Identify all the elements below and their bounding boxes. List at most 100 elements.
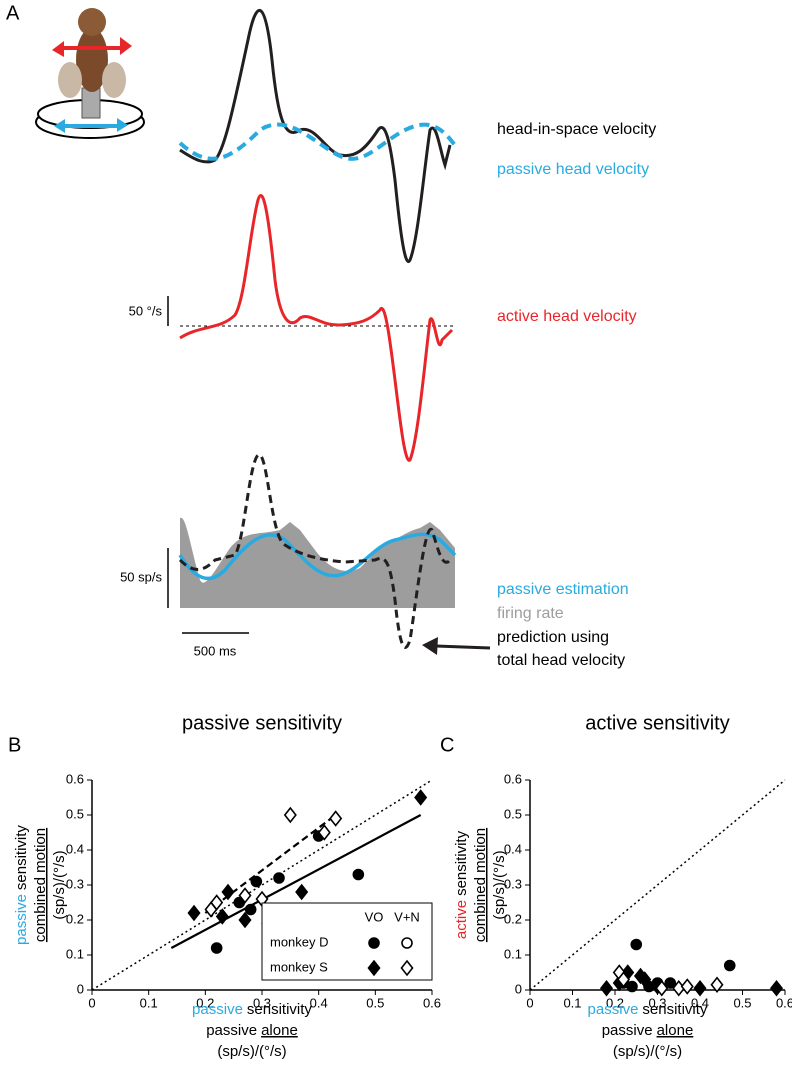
axis-label-part: sensitivity [247, 1001, 313, 1018]
trace-label: passive estimation [497, 581, 629, 598]
point [630, 938, 643, 951]
point [414, 789, 428, 806]
point [401, 937, 413, 949]
axis-label-part: sensitivity [453, 830, 470, 896]
point [329, 810, 343, 827]
point [616, 971, 631, 988]
axis-label-part: passive [206, 1022, 257, 1039]
axis-label: passive alone [602, 1022, 694, 1039]
legend-header: V+N [394, 909, 420, 924]
axis-label: (sp/s)/(°/s) [613, 1043, 682, 1060]
chart-title: passive sensitivity [182, 712, 342, 734]
x-tick-label: 0.4 [310, 995, 328, 1010]
y-tick-label: 0.2 [66, 911, 84, 926]
point [215, 908, 229, 925]
axis-label-part: (sp/s)/(°/s) [217, 1043, 286, 1060]
point [710, 976, 724, 994]
point [655, 979, 669, 997]
axis-label: passivesensitivity [13, 825, 30, 945]
axis-label-part: combined motion [472, 828, 489, 942]
panel-label: B [8, 734, 21, 756]
y-tick-label: 0.4 [504, 841, 522, 856]
point [352, 868, 365, 881]
legend-header: VO [365, 909, 384, 924]
x-tick-label: 0.1 [563, 995, 581, 1010]
point [295, 883, 309, 901]
axis-label: active sensitivity [453, 830, 470, 939]
axis-label-part: sensitivity [642, 1001, 708, 1018]
y-tick-label: 0.3 [504, 876, 522, 891]
prediction-trace [178, 453, 452, 649]
x-tick-label: 0.5 [733, 995, 751, 1010]
point [238, 887, 252, 904]
chart-title: active sensitivity [585, 712, 730, 734]
point [221, 883, 235, 901]
legend-row-label: monkey S [270, 959, 328, 974]
point [210, 894, 224, 911]
axis-label-part: alone [261, 1022, 298, 1039]
point [210, 942, 223, 954]
x-tick-label: 0.2 [196, 995, 214, 1010]
passive-estimation-trace [178, 532, 457, 581]
y-tick-label: 0 [515, 981, 522, 996]
x-tick-label: 0.1 [140, 995, 158, 1010]
scale-label: 50 °/s [129, 303, 163, 318]
identity-line [529, 779, 786, 991]
y-tick-label: 0.6 [504, 771, 522, 786]
point [626, 980, 638, 993]
arrow [435, 644, 491, 650]
active-head-trace [179, 194, 454, 462]
scale-label: 500 ms [194, 643, 237, 658]
y-tick-label: 0.4 [66, 841, 84, 856]
axis-label-part: active [453, 900, 470, 939]
y-tick-label: 0.5 [66, 806, 84, 821]
point [723, 959, 736, 972]
point [250, 875, 263, 888]
point [400, 959, 414, 977]
trace-label: firing rate [497, 605, 564, 622]
head-in-space-trace [179, 8, 452, 264]
x-tick-label: 0.3 [648, 995, 666, 1010]
x-tick-label: 0 [526, 995, 533, 1010]
axis-label-part: (sp/s)/(°/s) [613, 1043, 682, 1060]
point [680, 978, 694, 995]
axis-label-part: passive [192, 1001, 243, 1018]
axis-label: (sp/s)/(°/s) [51, 850, 68, 919]
point [367, 959, 381, 977]
x-tick-label: 0.2 [606, 995, 624, 1010]
axis-label-part: combined motion [32, 828, 49, 942]
passive-head-trace [178, 122, 457, 161]
trace-label: passive head velocity [497, 161, 649, 178]
x-tick-label: 0.3 [253, 995, 271, 1010]
panel-label: C [440, 734, 454, 756]
scale-label: 50 sp/s [120, 569, 162, 584]
x-tick-label: 0.5 [366, 995, 384, 1010]
point [693, 979, 707, 997]
axis-label: combined motion [32, 828, 49, 942]
y-tick-label: 0.2 [504, 911, 522, 926]
axis-label-part: passive [13, 894, 30, 945]
axis-label: passive alone [206, 1022, 298, 1039]
arrow-head [422, 637, 438, 655]
y-tick-label: 0.6 [66, 771, 84, 786]
y-tick-label: 0 [77, 981, 84, 996]
point [244, 903, 257, 916]
x-tick-label: 0 [88, 995, 95, 1010]
point [599, 979, 614, 997]
fit-line [204, 814, 337, 914]
axis-label-part: passive [602, 1022, 653, 1039]
identity-line [91, 779, 433, 991]
axis-label-part: passive [588, 1001, 639, 1018]
trace-label: active head velocity [497, 308, 637, 325]
trace-label: prediction using [497, 629, 609, 646]
rotation-icon [35, 8, 145, 139]
point [769, 979, 784, 997]
point [664, 977, 677, 989]
axis-label-part: (sp/s)/(°/s) [491, 850, 508, 919]
legend-row-label: monkey D [270, 934, 329, 949]
x-tick-label: 0.6 [423, 995, 441, 1010]
panel-label: A [6, 2, 20, 24]
